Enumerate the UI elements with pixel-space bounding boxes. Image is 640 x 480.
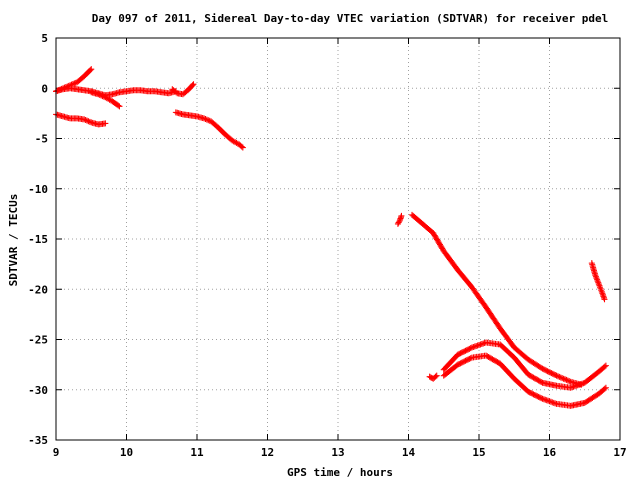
y-tick-label: -20 — [28, 283, 48, 296]
x-tick-label: 17 — [613, 446, 626, 459]
x-tick-label: 10 — [120, 446, 133, 459]
point-trail — [441, 339, 608, 391]
point-trail — [54, 85, 178, 99]
series-arc-3-branch — [88, 89, 123, 110]
point-trail — [441, 352, 608, 409]
point-trail — [174, 109, 245, 150]
x-axis-label: GPS time / hours — [287, 466, 393, 479]
x-tick-label: 12 — [261, 446, 274, 459]
grid — [56, 38, 620, 440]
point-trail — [395, 214, 404, 226]
point-trail — [170, 82, 196, 98]
series-arc-6-descending — [172, 109, 246, 151]
x-tick-label: 9 — [53, 446, 60, 459]
data-point — [394, 220, 401, 227]
series-arc-7-short — [394, 212, 405, 227]
series-arc-11-late — [588, 260, 608, 303]
x-tick-label: 16 — [543, 446, 557, 459]
series-arc-9-thick-band-upper — [440, 339, 609, 391]
point-trail — [410, 212, 583, 388]
point-trail — [54, 111, 107, 128]
x-tick-label: 14 — [402, 446, 416, 459]
tick-labels: 9 10 11 12 13 14 15 16 17 5 0 -5 -10 -15 -20 -25 -30 -35 — [28, 32, 627, 459]
chart-title: Day 097 of 2011, Sidereal Day-to-day VTE… — [92, 12, 609, 25]
data-point — [553, 372, 560, 379]
x-tick-label: 11 — [190, 446, 204, 459]
y-tick-label: -15 — [28, 233, 48, 246]
series-arc-9-thick-band-lower — [440, 352, 609, 409]
point-trail — [589, 261, 607, 301]
series-arc-4-lower — [53, 111, 109, 128]
y-axis-label: SDTVAR / TECUs — [7, 194, 20, 287]
y-tick-label: -30 — [28, 384, 48, 397]
data-points — [53, 66, 609, 409]
point-trail — [89, 89, 122, 109]
x-tick-label: 15 — [472, 446, 485, 459]
x-tick-label: 13 — [331, 446, 344, 459]
y-tick-label: -25 — [28, 334, 48, 347]
series-arc-5-hook — [169, 81, 197, 98]
y-tick-label: -10 — [28, 183, 48, 196]
y-tick-label: 5 — [41, 32, 48, 45]
y-tick-label: 0 — [41, 82, 48, 95]
series-arc-10-low-start — [426, 372, 440, 382]
series-arc-2-main — [53, 85, 179, 99]
y-tick-label: -5 — [35, 133, 48, 146]
series-arc-8-long-decline — [409, 211, 585, 388]
point-trail — [427, 373, 439, 382]
plot-frame — [55, 37, 621, 441]
y-tick-label: -35 — [28, 434, 48, 447]
